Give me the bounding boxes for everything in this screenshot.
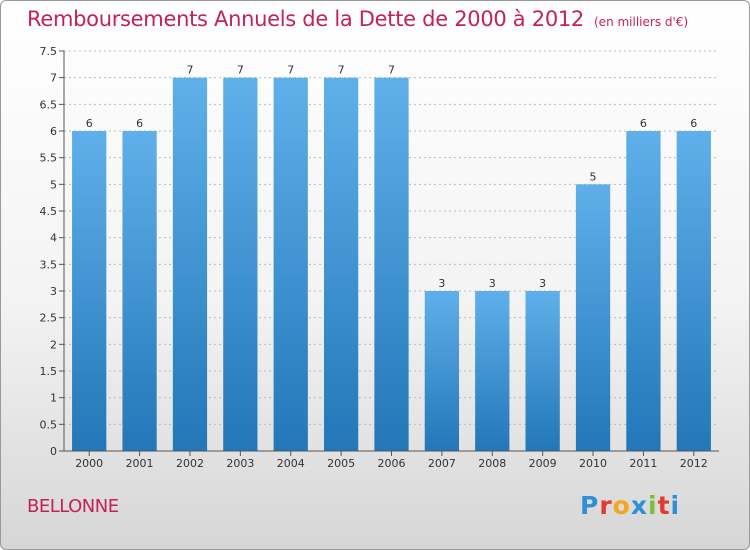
y-tick-label: 5.5 — [40, 152, 58, 165]
y-tick-label: 4.5 — [40, 205, 58, 218]
value-label: 7 — [237, 64, 244, 77]
x-tick-label: 2011 — [629, 457, 657, 470]
y-tick-label: 1 — [50, 392, 57, 405]
bar-2002 — [172, 77, 208, 452]
place-name: BELLONNE — [27, 496, 119, 517]
y-tick-label: 0.5 — [40, 418, 58, 431]
bar-2004 — [273, 77, 308, 452]
y-tick-label: 4 — [50, 232, 57, 245]
y-tick-labels: 0 0.5 1 1.5 2 2.5 3 3.5 4 4.5 5 5.5 6 6.5 7 7.5 — [40, 45, 58, 458]
bar-2005 — [323, 77, 359, 452]
bar-2010 — [575, 184, 611, 452]
logo-letter: i — [648, 491, 658, 520]
y-tick-label: 3 — [50, 285, 57, 298]
x-tick-label: 2005 — [327, 457, 355, 470]
y-tick-label: 5 — [50, 178, 57, 191]
value-label: 7 — [186, 64, 193, 77]
y-tick-label: 7 — [50, 72, 57, 85]
x-tick-label: 2002 — [176, 457, 204, 470]
value-label: 5 — [590, 170, 597, 183]
x-tick-label: 2007 — [428, 457, 456, 470]
value-label: 7 — [287, 64, 294, 77]
y-tick-label: 1.5 — [40, 365, 58, 378]
chart-title-text: Remboursements Annuels de la Dette de 20… — [27, 7, 584, 31]
bar-2011 — [626, 131, 661, 451]
bar-2009 — [525, 291, 560, 451]
chart-title: Remboursements Annuels de la Dette de 20… — [27, 7, 688, 31]
value-label: 6 — [640, 117, 647, 130]
x-tick-label: 2003 — [226, 457, 254, 470]
y-tick-label: 6 — [50, 125, 57, 138]
y-tick-label: 7.5 — [40, 45, 58, 58]
logo-letter: x — [630, 491, 648, 520]
y-tick-label: 3.5 — [40, 258, 58, 271]
x-tick-label: 2001 — [126, 457, 154, 470]
value-label: 3 — [489, 277, 496, 290]
y-tick-label: 2 — [50, 338, 57, 351]
y-tick-label: 6.5 — [40, 98, 58, 111]
y-tick-label: 2.5 — [40, 312, 58, 325]
bar-2012 — [676, 131, 711, 451]
value-label: 3 — [438, 277, 445, 290]
value-label: 3 — [539, 277, 546, 290]
bar-2007 — [424, 291, 460, 451]
x-tick-label: 2012 — [680, 457, 708, 470]
value-label: 6 — [690, 117, 697, 130]
bar-2008 — [475, 291, 510, 451]
x-tick-label: 2006 — [378, 457, 406, 470]
value-label: 7 — [388, 64, 395, 77]
chart-subtitle: (en milliers d'€) — [594, 15, 689, 29]
value-labels: 6 6 7 7 7 7 7 3 3 3 5 6 6 — [86, 64, 698, 290]
bar-2003 — [223, 77, 258, 452]
x-tick-label: 2004 — [277, 457, 305, 470]
logo-letter: i — [670, 491, 681, 520]
proxiti-logo: Proxiti — [580, 491, 680, 520]
bar-2001 — [122, 131, 157, 451]
logo-letter: r — [599, 491, 613, 520]
x-tick-label: 2010 — [579, 457, 607, 470]
value-label: 6 — [86, 117, 93, 130]
value-label: 7 — [338, 64, 345, 77]
value-label: 6 — [136, 117, 143, 130]
bars — [72, 77, 711, 452]
y-tick-label: 0 — [50, 445, 57, 458]
x-tick-labels: 2000 2001 2002 2003 2004 2005 2006 2007 2008 2009… — [75, 457, 708, 470]
logo-letter: P — [580, 491, 600, 520]
x-tick-label: 2009 — [529, 457, 557, 470]
bar-chart: 00.511.522.533.544.555.566.577.5 2000 200… — [40, 45, 719, 470]
bar-2000 — [72, 131, 107, 451]
bar-2006 — [374, 77, 409, 452]
x-tick-label: 2008 — [478, 457, 506, 470]
logo-letter: t — [657, 491, 671, 520]
axes — [59, 50, 719, 456]
x-tick-label: 2000 — [75, 457, 103, 470]
logo-letter: o — [612, 491, 631, 520]
